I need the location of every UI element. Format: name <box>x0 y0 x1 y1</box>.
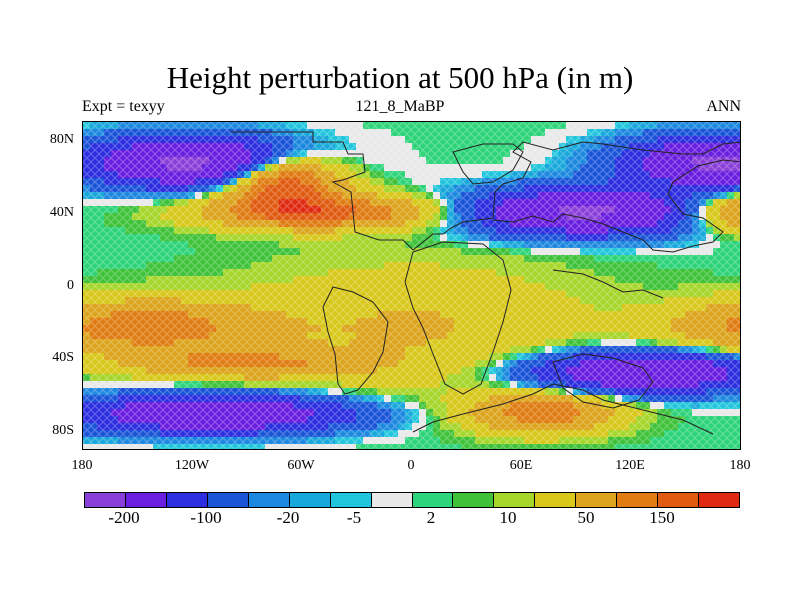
colorbar-box <box>371 493 413 507</box>
height-field-map <box>83 122 740 449</box>
lat-label-40n: 40N <box>49 205 74 220</box>
lon-label-180w: 180 <box>71 458 93 473</box>
colorbar-box <box>207 493 249 507</box>
colorbar-label: 2 <box>426 508 436 527</box>
australia-coast <box>552 353 654 409</box>
lon-label-60e: 60E <box>509 458 533 473</box>
map-panel <box>82 121 741 450</box>
eurasia-coast <box>492 159 740 253</box>
africa-coast <box>404 241 512 395</box>
experiment-label: Expt = texyy <box>82 98 165 115</box>
season-label: ANN <box>706 98 741 115</box>
colorbar-box <box>125 493 167 507</box>
colorbar-box <box>658 493 700 507</box>
lon-label-60w: 60W <box>287 458 315 473</box>
colorbar-box <box>617 493 659 507</box>
colorbar-box <box>248 493 290 507</box>
lon-label-180e: 180 <box>729 458 751 473</box>
lat-label-80s: 80S <box>52 423 74 438</box>
lon-label-0: 0 <box>407 458 415 473</box>
indonesia-coast <box>552 269 664 299</box>
colorbar-label: -100 <box>190 508 222 527</box>
colorbar-box <box>289 493 331 507</box>
colorbar-label: 50 <box>577 508 595 527</box>
lon-label-120e: 120E <box>615 458 645 473</box>
colorbar-label: 150 <box>649 508 675 527</box>
lon-label-120w: 120W <box>174 458 210 473</box>
colorbar-box <box>576 493 618 507</box>
greenland-coast <box>452 143 524 185</box>
colorbar-box <box>494 493 536 507</box>
hatch-overlay <box>83 122 740 449</box>
colorbar-label: -200 <box>108 508 140 527</box>
colorbar-label: -20 <box>276 508 300 527</box>
north-america-coast <box>231 131 740 251</box>
colorbar-label: 10 <box>499 508 517 527</box>
colorbar-box <box>330 493 372 507</box>
colorbar-box <box>412 493 454 507</box>
plot-title: Height perturbation at 500 hPa (in m) <box>166 60 634 95</box>
colorbar-label: -5 <box>346 508 362 527</box>
age-label: 121_8_MaBP <box>355 98 445 115</box>
lat-label-40s: 40S <box>52 350 74 365</box>
lat-label-0: 0 <box>67 278 74 293</box>
colorbar <box>84 492 740 508</box>
colorbar-box <box>85 493 126 507</box>
colorbar-box <box>699 493 739 507</box>
south-america-coast <box>322 286 389 395</box>
colorbar-box <box>453 493 495 507</box>
antarctic-coast <box>412 383 714 435</box>
colorbar-box <box>535 493 577 507</box>
coastlines <box>231 131 740 435</box>
lat-label-80n: 80N <box>49 132 74 147</box>
colorbar-box <box>166 493 208 507</box>
